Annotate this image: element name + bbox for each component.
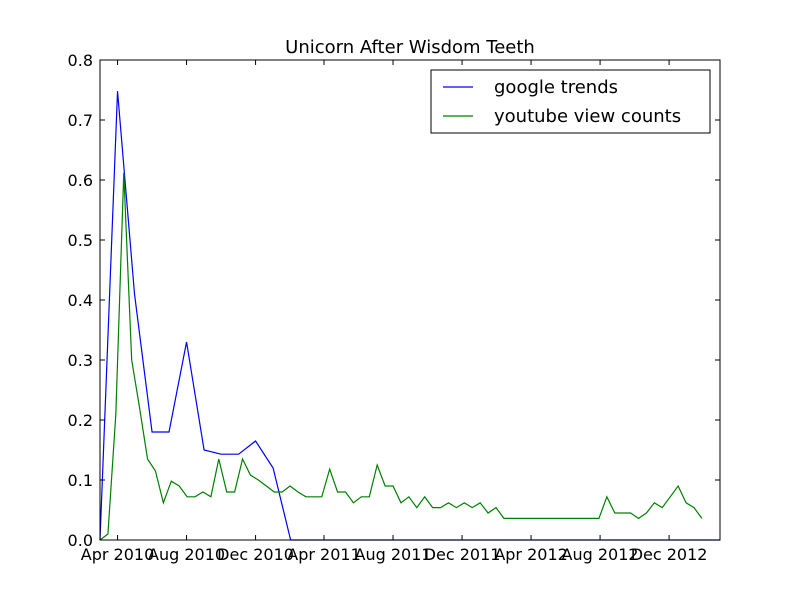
x-tick-label: Aug 2011 xyxy=(355,545,432,564)
y-tick-label: 0.0 xyxy=(68,531,93,550)
y-tick-label: 0.8 xyxy=(68,51,93,70)
y-tick-label: 0.5 xyxy=(68,231,93,250)
x-tick-label: Apr 2012 xyxy=(494,545,567,564)
legend: google trends youtube view counts xyxy=(430,69,711,134)
legend-box xyxy=(430,69,711,134)
x-tick-label: Dec 2011 xyxy=(424,545,501,564)
y-tick-label: 0.4 xyxy=(68,291,93,310)
chart-title: Unicorn After Wisdom Teeth xyxy=(285,37,535,58)
legend-label: youtube view counts xyxy=(494,106,681,127)
x-tick-label: Apr 2011 xyxy=(287,545,360,564)
x-tick-label: Aug 2010 xyxy=(148,545,225,564)
y-tick-label: 0.7 xyxy=(68,111,93,130)
series-line-google-trends xyxy=(99,91,720,541)
x-tick-label: Dec 2010 xyxy=(217,545,294,564)
y-tick-label: 0.6 xyxy=(68,171,93,190)
x-tick-label: Dec 2012 xyxy=(631,545,708,564)
x-tick-label: Apr 2010 xyxy=(81,545,154,564)
x-tick-label: Aug 2012 xyxy=(562,545,639,564)
legend-label: google trends xyxy=(494,77,618,98)
series-line-youtube-view-counts xyxy=(99,172,703,541)
y-tick-label: 0.1 xyxy=(68,471,93,490)
y-tick-label: 0.2 xyxy=(68,411,93,430)
plot-area xyxy=(99,91,720,541)
y-tick-label: 0.3 xyxy=(68,351,93,370)
